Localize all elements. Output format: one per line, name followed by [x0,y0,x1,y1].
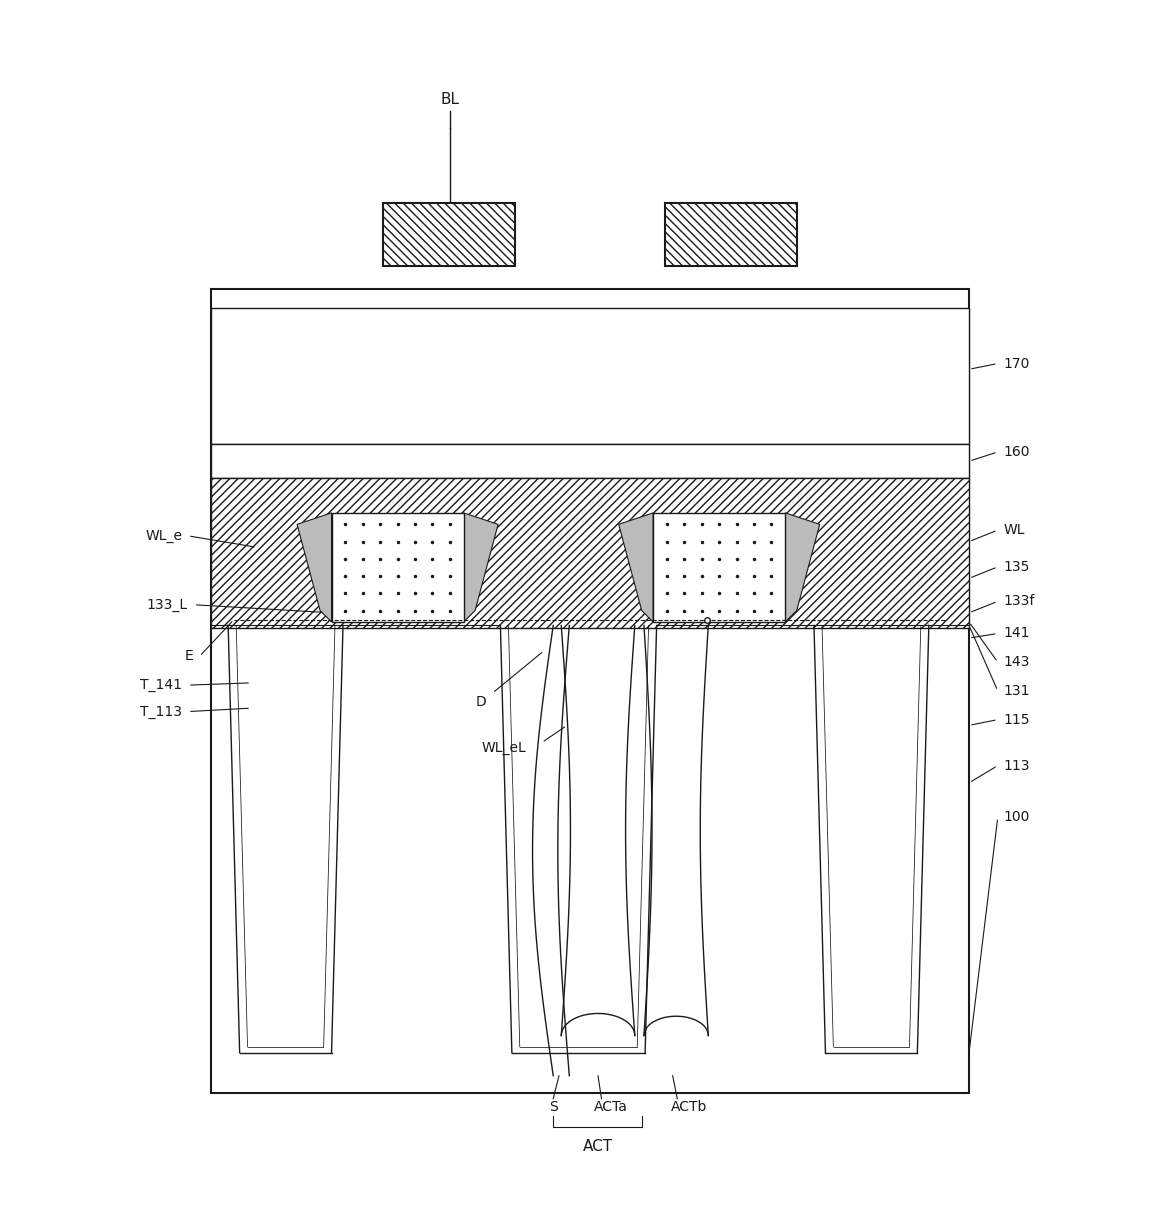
Text: E: E [185,650,193,663]
Polygon shape [786,513,819,621]
Text: WL_e: WL_e [146,529,182,543]
Bar [211,479,970,628]
Bar [211,444,970,479]
Text: 133f: 133f [1003,595,1034,608]
Text: WL: WL [1003,523,1025,537]
Text: T_141: T_141 [140,678,182,692]
Text: BL: BL [441,92,459,107]
Text: T_113: T_113 [140,705,182,719]
Text: 170: 170 [1003,357,1030,370]
Text: 100: 100 [1003,811,1030,824]
Text: 113: 113 [1003,758,1030,773]
Text: ACT: ACT [582,1139,612,1154]
Text: ACTb: ACTb [671,1100,707,1114]
Bar [654,513,786,621]
Text: WL_eL: WL_eL [481,741,526,756]
Text: 143: 143 [1003,656,1030,669]
Text: 141: 141 [1003,626,1030,641]
Text: 131: 131 [1003,684,1030,698]
Polygon shape [297,513,332,621]
Text: S: S [548,1100,558,1114]
Text: D: D [476,696,486,709]
Text: ACTa: ACTa [594,1100,627,1114]
Bar [332,513,464,621]
Bar [211,289,970,1093]
Polygon shape [619,513,654,621]
Bar [383,203,515,266]
Bar [211,309,970,444]
Text: 160: 160 [1003,444,1030,459]
Text: 115: 115 [1003,713,1030,726]
Text: 135: 135 [1003,560,1030,574]
Polygon shape [464,513,499,621]
Bar [664,203,797,266]
Text: 133_L: 133_L [147,598,187,612]
